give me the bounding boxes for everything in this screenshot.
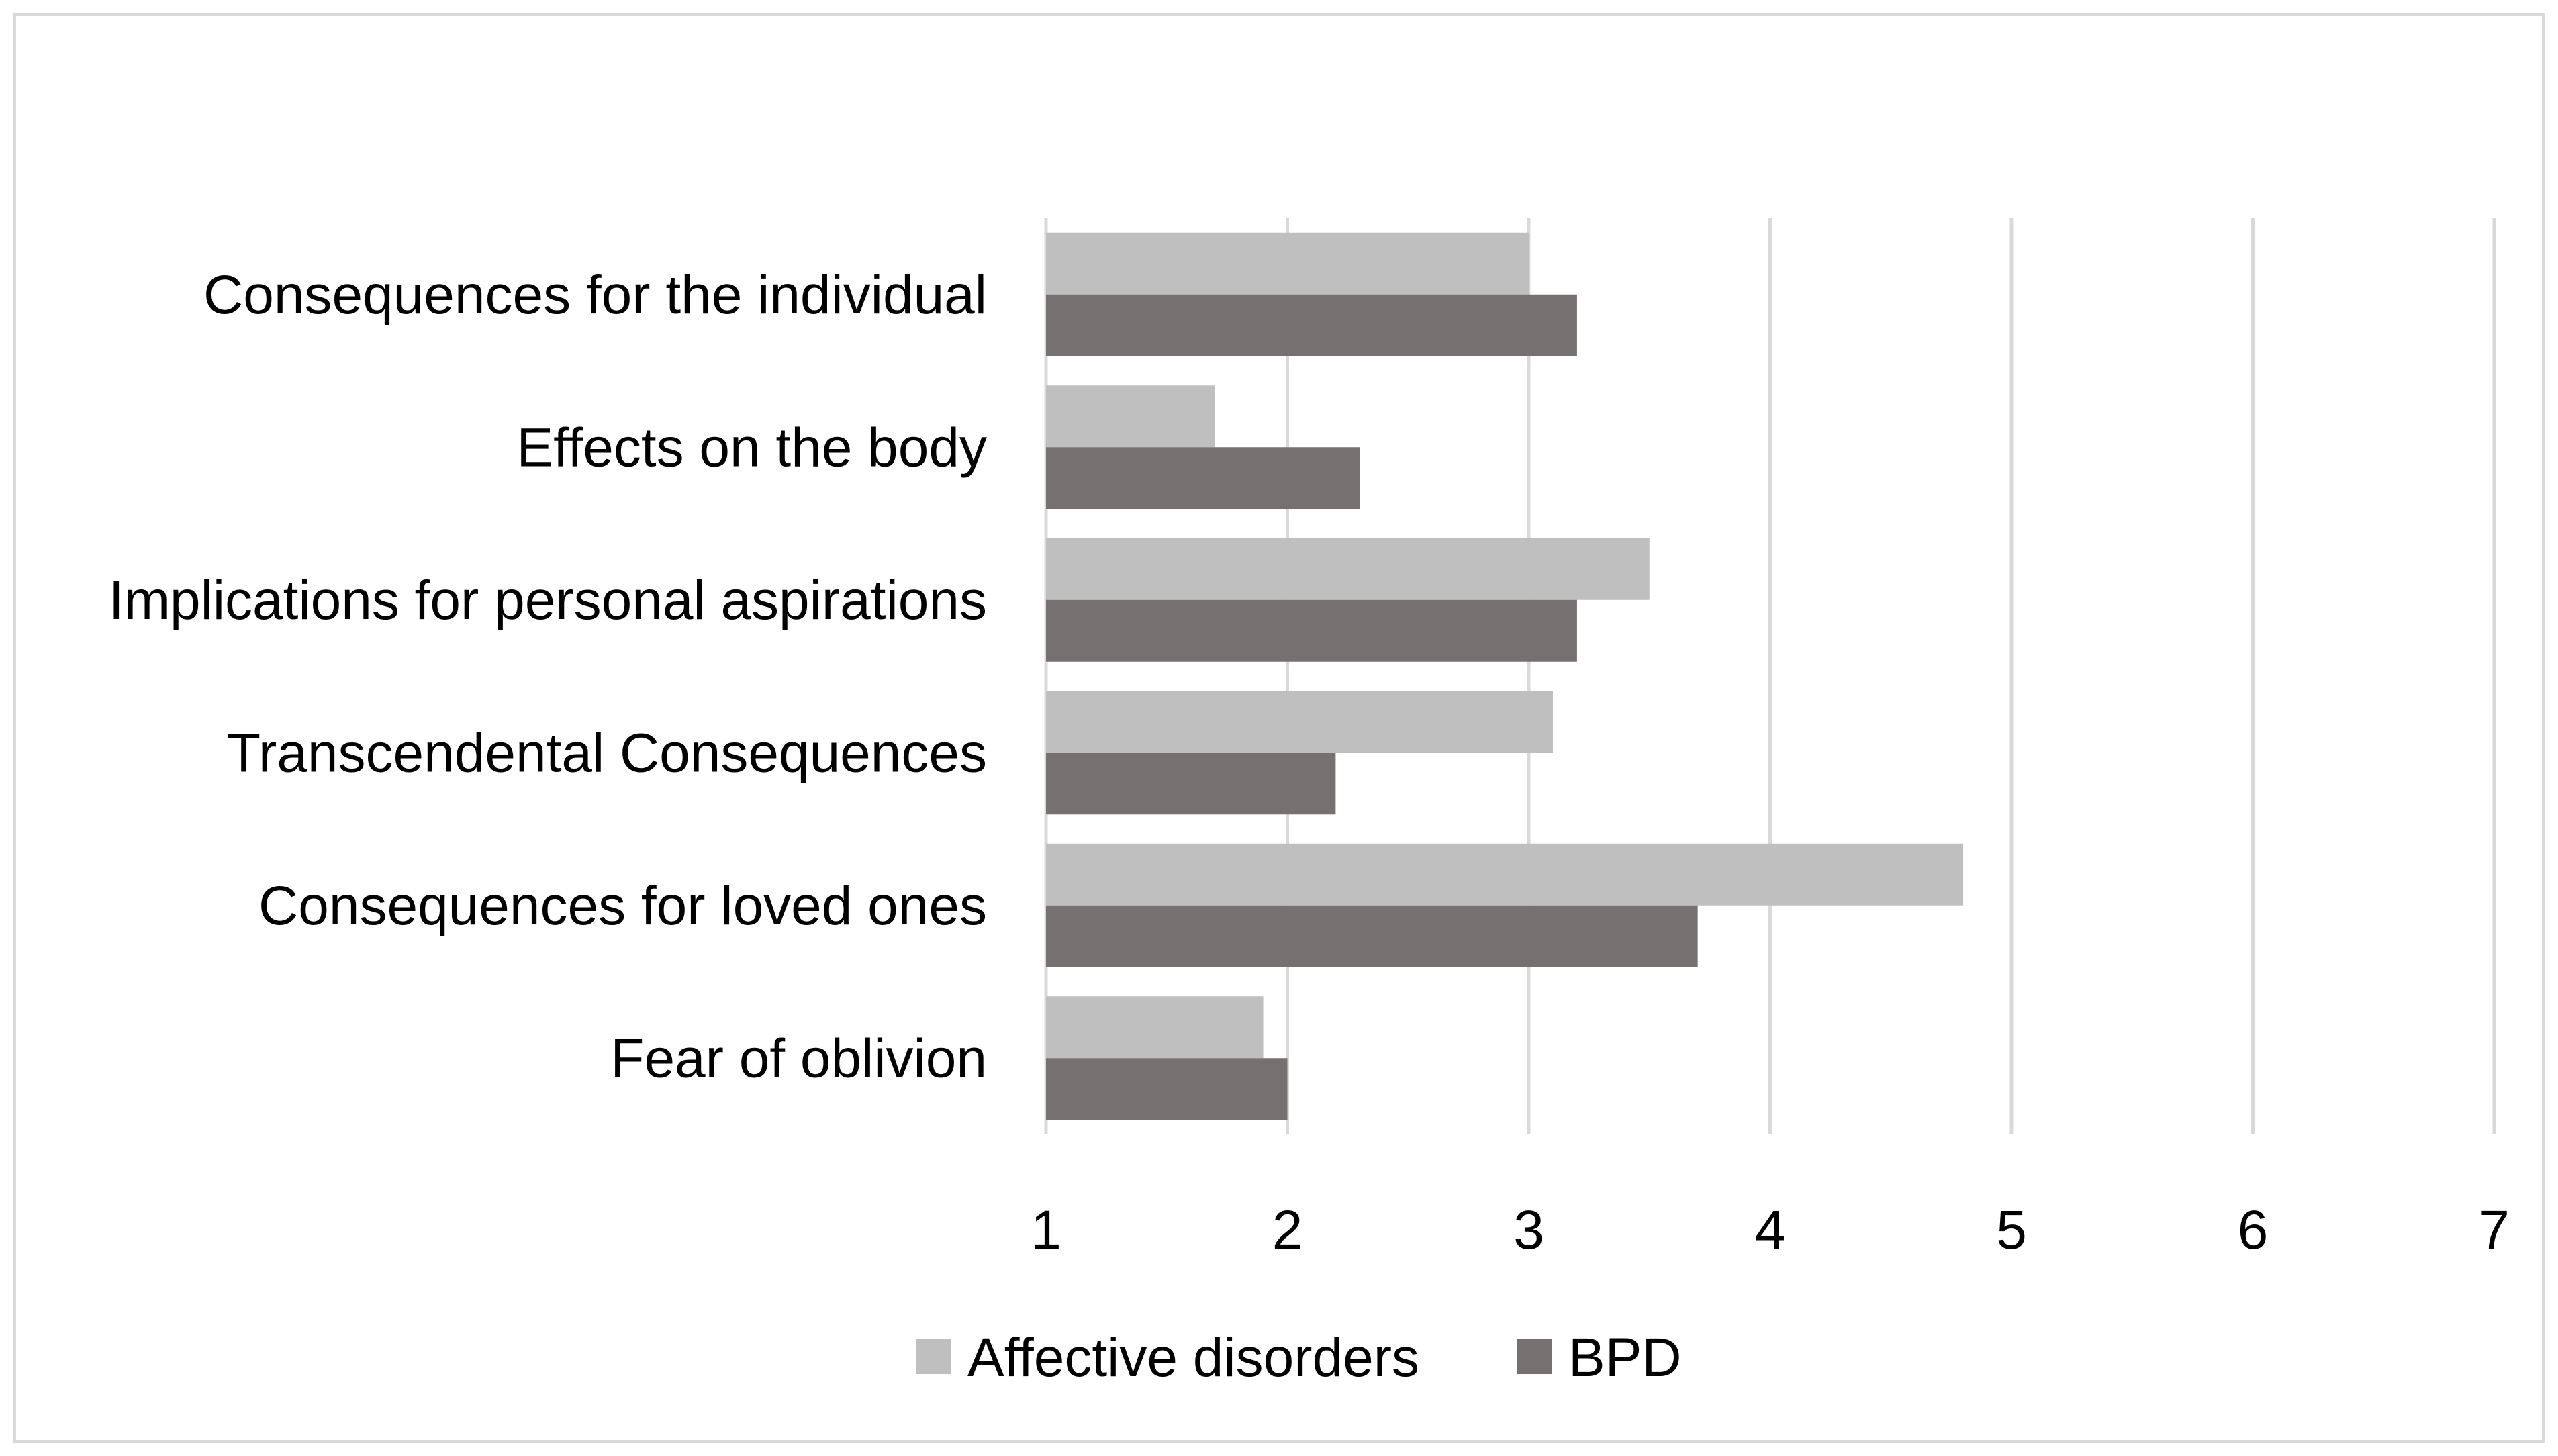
bar-bpd-3 xyxy=(1046,753,1336,815)
bar-affective-5 xyxy=(1046,996,1264,1059)
legend-affective-swatch xyxy=(916,1339,951,1374)
x-tick-3: 3 xyxy=(1513,1200,1544,1261)
x-tick-4: 4 xyxy=(1755,1200,1786,1261)
bar-bpd-2 xyxy=(1046,599,1577,662)
category-label-2: Implications for personal aspirations xyxy=(109,570,987,631)
category-label-4: Consequences for loved ones xyxy=(258,875,987,936)
bar-affective-2 xyxy=(1046,538,1650,600)
x-tick-5: 5 xyxy=(1996,1200,2027,1261)
bar-bpd-0 xyxy=(1046,294,1577,356)
x-tick-1: 1 xyxy=(1031,1200,1061,1261)
legend-bpd-label: BPD xyxy=(1568,1327,1682,1388)
legend: Affective disorders BPD xyxy=(916,1327,1682,1388)
category-label-3: Transcendental Consequences xyxy=(227,722,987,783)
x-tick-2: 2 xyxy=(1272,1200,1303,1261)
x-tick-6: 6 xyxy=(2238,1200,2269,1261)
bar-affective-3 xyxy=(1046,691,1553,753)
bar-bpd-1 xyxy=(1046,447,1360,509)
x-tick-7: 7 xyxy=(2479,1200,2510,1261)
bars xyxy=(1046,232,1964,1120)
category-label-1: Effects on the body xyxy=(516,417,987,478)
legend-bpd-swatch xyxy=(1517,1339,1552,1374)
bar-affective-0 xyxy=(1046,232,1529,295)
bar-bpd-4 xyxy=(1046,905,1698,967)
bar-bpd-5 xyxy=(1046,1058,1288,1120)
category-label-0: Consequences for the individual xyxy=(203,264,987,326)
category-label-5: Fear of oblivion xyxy=(610,1028,987,1089)
legend-affective-label: Affective disorders xyxy=(967,1327,1419,1388)
bar-affective-4 xyxy=(1046,843,1964,906)
gridlines xyxy=(1044,218,2496,1134)
bar-affective-1 xyxy=(1046,385,1215,448)
x-tick-labels: 1 2 3 4 5 6 7 xyxy=(1031,1200,2510,1261)
category-labels: Consequences for the individual Effects o… xyxy=(109,264,987,1089)
